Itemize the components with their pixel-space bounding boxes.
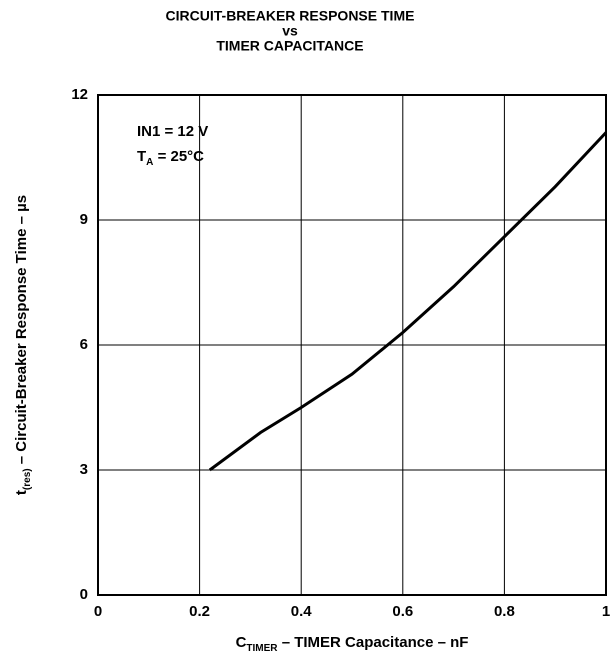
y-tick-label: 6: [80, 336, 88, 353]
y-axis-label-rest: – Circuit-Breaker Response Time – µs: [13, 195, 30, 468]
x-tick-label: 0.6: [392, 603, 413, 620]
annotation: TA = 25°C: [137, 148, 204, 168]
annotation-rest: = 25°C: [153, 148, 204, 165]
x-tick-label: 0.4: [291, 603, 313, 620]
plot-frame: [97, 94, 607, 596]
x-tick-label: 0: [94, 603, 102, 620]
x-tick-label: 1: [602, 603, 610, 620]
y-tick-label: 12: [71, 86, 88, 103]
y-tick-label: 0: [80, 586, 88, 603]
chart-title: vs: [282, 23, 298, 39]
line: [208, 131, 608, 472]
x-axis-label-rest: – TIMER Capacitance – nF: [278, 634, 469, 651]
x-axis-label-main: C: [236, 634, 247, 651]
y-axis-label-main: t: [13, 490, 30, 495]
annotation-main: T: [137, 148, 146, 165]
y-tick-label: 9: [80, 211, 88, 228]
y-axis-label: t(res) – Circuit-Breaker Response Time –…: [13, 195, 33, 495]
y-axis-label-sub: (res): [22, 468, 33, 490]
chart-title: CIRCUIT-BREAKER RESPONSE TIME: [166, 8, 415, 24]
annotation-sub: A: [146, 157, 153, 168]
x-tick-label: 0.8: [494, 603, 515, 620]
annotation: IN1 = 12 V: [137, 123, 208, 140]
x-tick-label: 0.2: [189, 603, 210, 620]
x-axis-label: CTIMER – TIMER Capacitance – nF: [236, 634, 469, 654]
chart-title: TIMER CAPACITANCE: [216, 38, 363, 54]
y-tick-label: 3: [80, 461, 88, 478]
x-axis-label-sub: TIMER: [246, 643, 278, 654]
annotation-main: IN1 = 12 V: [137, 123, 208, 140]
